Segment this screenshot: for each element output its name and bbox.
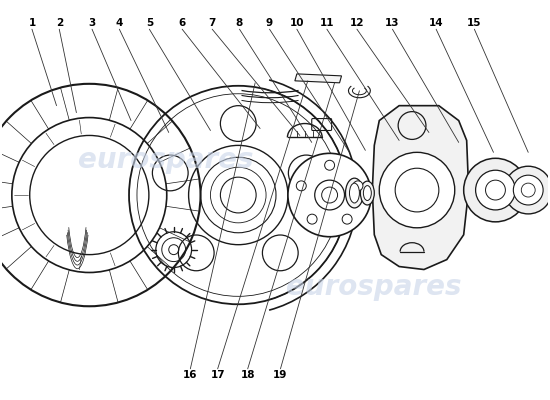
Text: 14: 14	[429, 18, 443, 28]
Circle shape	[464, 158, 527, 222]
Text: 4: 4	[116, 18, 123, 28]
Circle shape	[296, 181, 306, 191]
Text: 19: 19	[273, 370, 288, 380]
Circle shape	[379, 152, 455, 228]
Text: eurospares: eurospares	[78, 146, 254, 174]
Circle shape	[353, 181, 363, 191]
Text: 12: 12	[350, 18, 364, 28]
Circle shape	[513, 175, 543, 205]
Ellipse shape	[345, 178, 364, 208]
Polygon shape	[295, 74, 342, 83]
Circle shape	[307, 214, 317, 224]
Circle shape	[521, 183, 535, 197]
Circle shape	[486, 180, 505, 200]
Text: 17: 17	[210, 370, 225, 380]
Text: 16: 16	[183, 370, 197, 380]
Text: 5: 5	[146, 18, 153, 28]
Circle shape	[504, 166, 550, 214]
Text: 9: 9	[266, 18, 273, 28]
Circle shape	[324, 160, 334, 170]
Circle shape	[288, 153, 371, 237]
Text: 18: 18	[240, 370, 255, 380]
Text: 7: 7	[208, 18, 216, 28]
Text: 8: 8	[236, 18, 243, 28]
Circle shape	[315, 180, 344, 210]
Ellipse shape	[349, 183, 359, 203]
Text: 11: 11	[320, 18, 334, 28]
Text: 3: 3	[89, 18, 96, 28]
Text: eurospares: eurospares	[285, 273, 461, 301]
Text: 10: 10	[290, 18, 304, 28]
Polygon shape	[372, 106, 469, 270]
Circle shape	[398, 112, 426, 140]
Circle shape	[476, 170, 515, 210]
Circle shape	[322, 187, 338, 203]
Text: 15: 15	[467, 18, 482, 28]
Circle shape	[342, 214, 352, 224]
Text: 2: 2	[56, 18, 63, 28]
Ellipse shape	[360, 181, 375, 205]
Circle shape	[395, 168, 439, 212]
Text: 1: 1	[28, 18, 36, 28]
Text: 13: 13	[385, 18, 400, 28]
Text: 6: 6	[179, 18, 186, 28]
Ellipse shape	[364, 186, 371, 200]
